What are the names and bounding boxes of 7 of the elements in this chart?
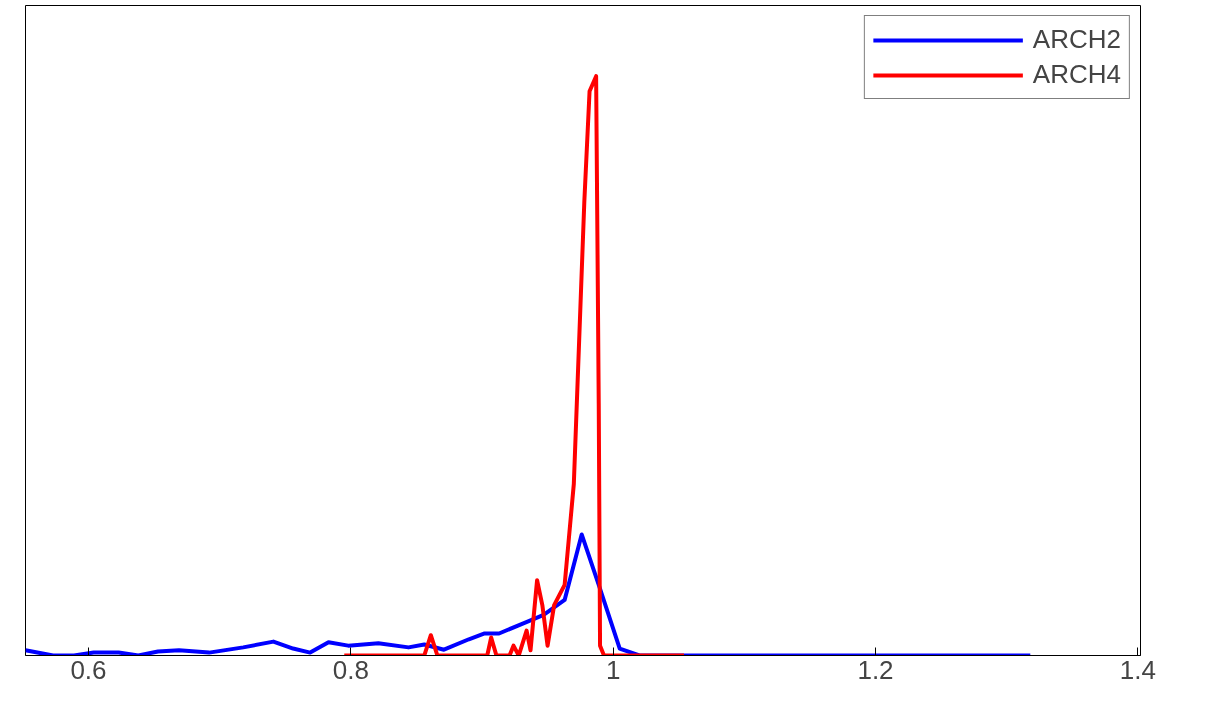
x-tick-label: 1.2 [857, 654, 894, 685]
text: ARCH4 [1032, 59, 1121, 90]
x-tick-label: 0.8 [332, 654, 369, 685]
x-tick-label: 1 [605, 654, 621, 685]
x-tick-label: 0.6 [70, 654, 107, 685]
x-tick-label: 1.4 [1119, 654, 1156, 685]
text: ARCH2 [1032, 24, 1121, 55]
